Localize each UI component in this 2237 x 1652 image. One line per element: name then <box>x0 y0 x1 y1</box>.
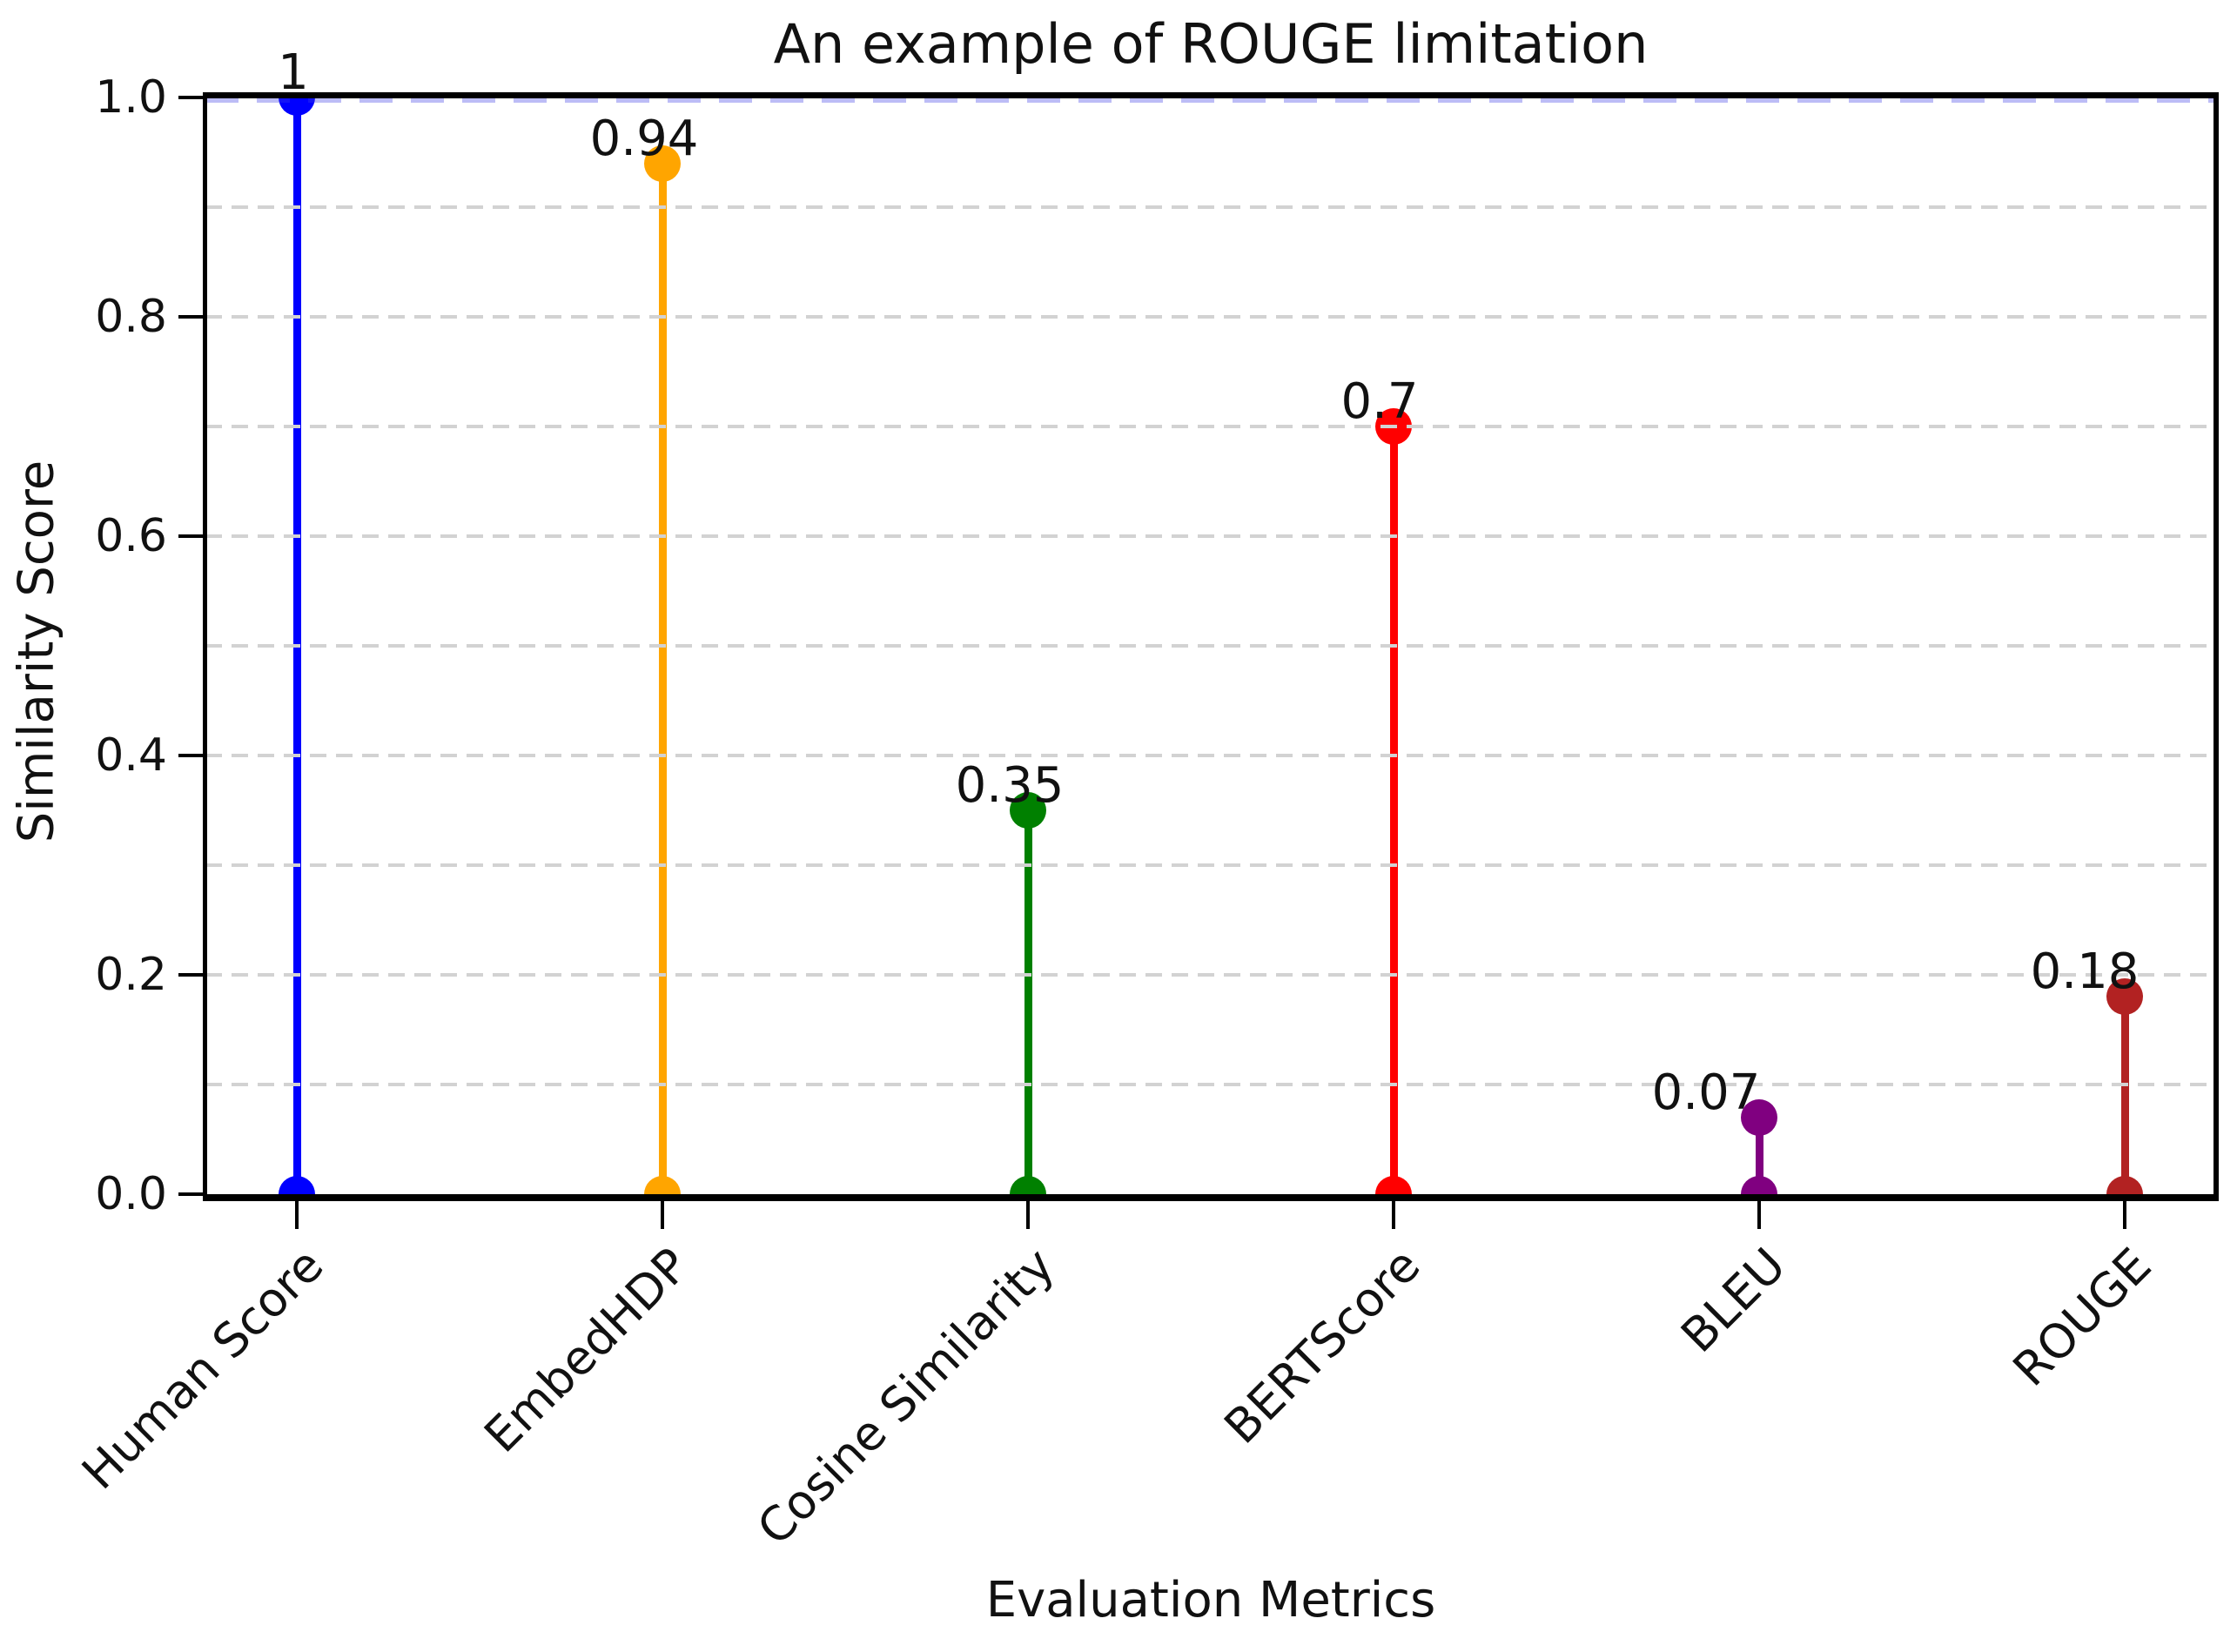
stem-bertscore <box>1389 426 1398 1194</box>
axis-spine-top <box>203 92 2219 98</box>
gridline-y-0.5 <box>205 644 2216 648</box>
y-tick-label-0.8: 0.8 <box>95 291 167 343</box>
gridline-y-0.1 <box>205 1083 2216 1086</box>
x-tick-label-cosine-similarity: Cosine Similarity <box>746 1237 1065 1556</box>
gridline-y-0.6 <box>205 534 2216 538</box>
stem-base-marker-human-score <box>279 1176 315 1194</box>
axis-spine-bottom <box>203 1194 2219 1201</box>
stem-marker-embedhdp <box>644 144 681 182</box>
gridline-y-0.2 <box>205 973 2216 977</box>
stem-base-marker-rouge <box>2106 1176 2143 1194</box>
x-tick-label-human-score: Human Score <box>71 1237 334 1501</box>
chart-title: An example of ROUGE limitation <box>773 12 1649 76</box>
stem-marker-cosine-similarity <box>1010 792 1046 829</box>
y-tick-label-0.4: 0.4 <box>95 729 167 782</box>
gridline-y-0.7 <box>205 425 2216 428</box>
stem-embedhdp <box>658 163 667 1194</box>
y-tick-1.0 <box>178 96 203 99</box>
y-tick-label-0.6: 0.6 <box>95 510 167 562</box>
x-tick-label-embedhdp: EmbedHDP <box>474 1237 700 1463</box>
y-tick-0.8 <box>178 315 203 319</box>
stem-base-marker-bleu <box>1741 1176 1777 1194</box>
stem-base-marker-embedhdp <box>644 1176 681 1194</box>
stem-marker-human-score <box>279 97 315 116</box>
axis-spine-right <box>2213 92 2219 1201</box>
x-tick-cosine-similarity <box>1026 1201 1030 1229</box>
y-tick-0.0 <box>178 1192 203 1196</box>
stem-marker-rouge <box>2106 978 2143 1016</box>
plot-area <box>205 97 2216 1194</box>
gridline-y-0.4 <box>205 754 2216 757</box>
stem-marker-bleu <box>1741 1098 1777 1136</box>
y-tick-0.4 <box>178 754 203 757</box>
y-axis-label: Similarity Score <box>8 460 65 843</box>
x-tick-rouge <box>2123 1201 2126 1229</box>
x-tick-label-bleu: BLEU <box>1670 1237 1797 1363</box>
y-tick-label-0.0: 0.0 <box>95 1168 167 1220</box>
stem-base-marker-bertscore <box>1375 1176 1412 1194</box>
x-tick-label-bertscore: BERTScore <box>1213 1237 1431 1454</box>
y-tick-label-0.2: 0.2 <box>95 949 167 1001</box>
value-label-rouge: 0.18 <box>2030 944 2140 1001</box>
x-tick-bertscore <box>1392 1201 1395 1229</box>
x-tick-embedhdp <box>661 1201 664 1229</box>
gridline-y-0.9 <box>205 205 2216 209</box>
y-tick-0.6 <box>178 534 203 538</box>
y-tick-0.2 <box>178 973 203 977</box>
value-label-embedhdp: 0.94 <box>589 110 699 167</box>
x-tick-bleu <box>1757 1201 1761 1229</box>
axis-spine-left <box>203 92 207 1201</box>
gridline-y-0.3 <box>205 863 2216 867</box>
stem-base-marker-cosine-similarity <box>1010 1176 1046 1194</box>
x-tick-human-score <box>295 1201 299 1229</box>
x-axis-label: Evaluation Metrics <box>985 1572 1436 1628</box>
stem-rouge <box>2120 997 2129 1194</box>
reference-line-y1 <box>205 97 2216 103</box>
x-tick-label-rouge: ROUGE <box>2002 1237 2162 1397</box>
value-label-bleu: 0.07 <box>1651 1064 1761 1121</box>
y-tick-label-1.0: 1.0 <box>95 71 167 124</box>
stem-cosine-similarity <box>1024 810 1032 1194</box>
value-label-human-score: 1 <box>278 44 309 101</box>
gridline-y-0.8 <box>205 315 2216 319</box>
stem-bleu <box>1755 1117 1763 1194</box>
value-label-bertscore: 0.7 <box>1340 373 1419 430</box>
value-label-cosine-similarity: 0.35 <box>955 757 1065 814</box>
